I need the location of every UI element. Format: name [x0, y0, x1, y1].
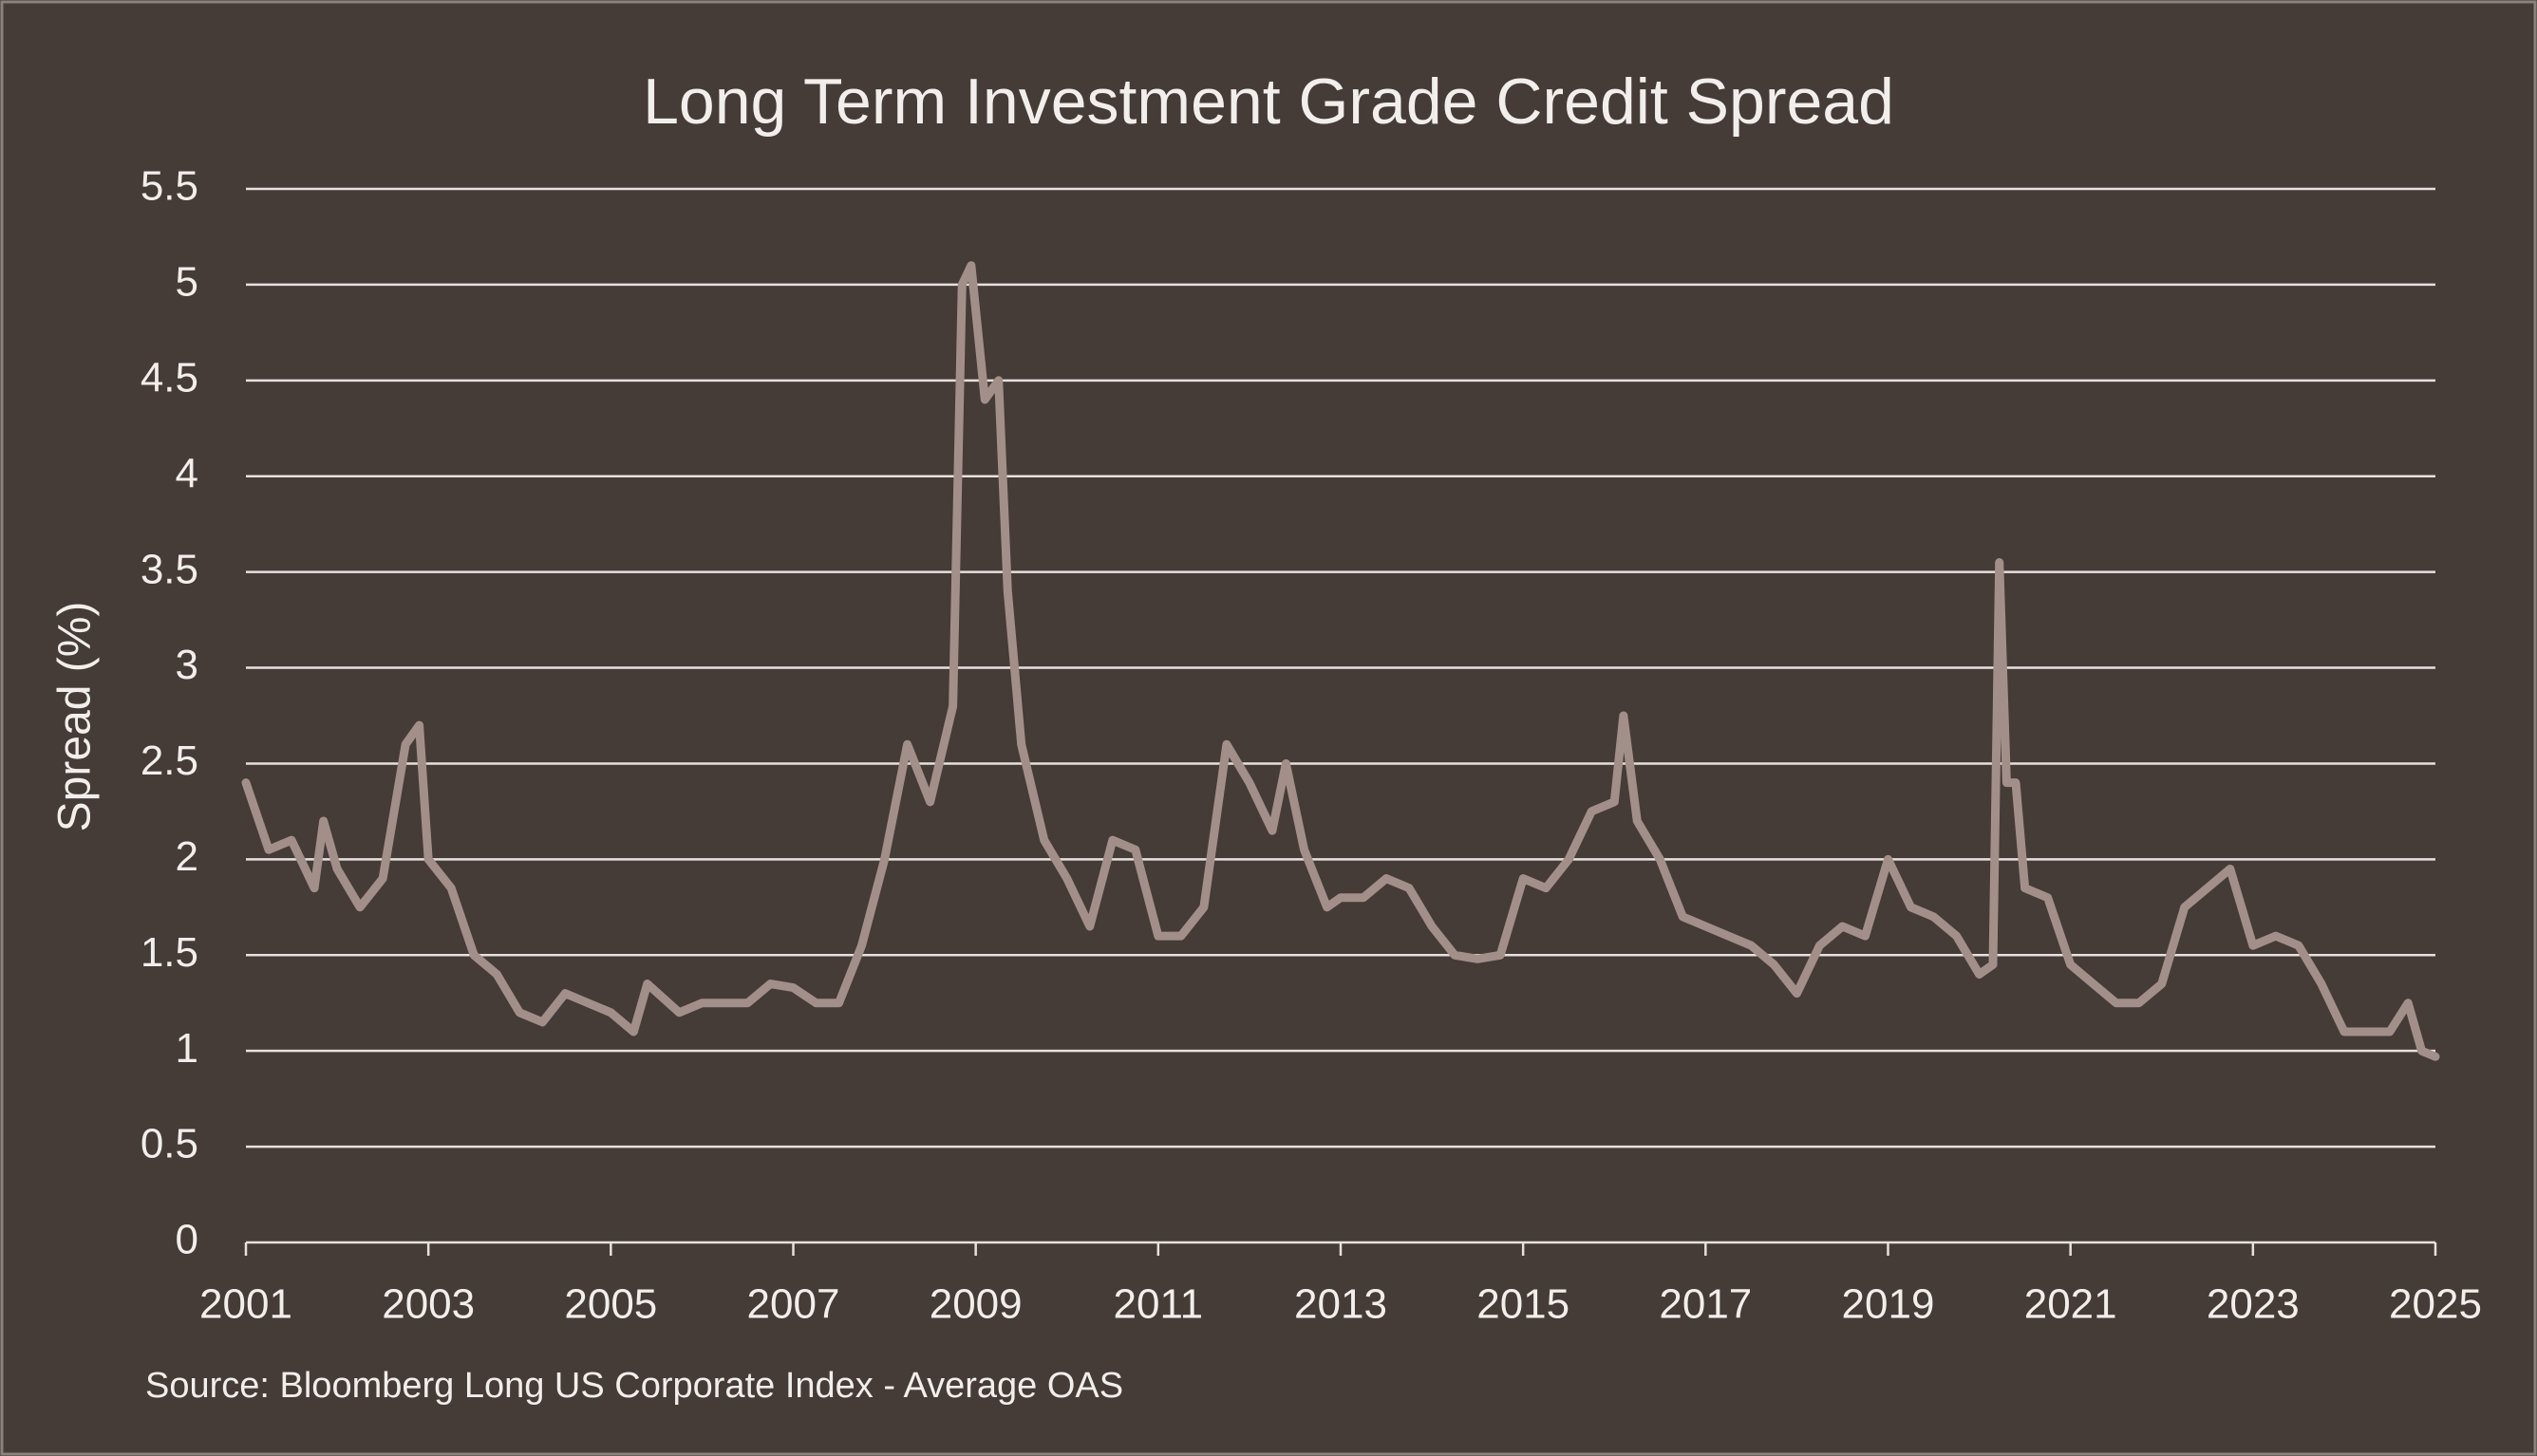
source-note: Source: Bloomberg Long US Corporate Inde…: [145, 1366, 1123, 1406]
x-tick-label: 2023: [2207, 1281, 2300, 1328]
x-tick-label: 2013: [1294, 1281, 1387, 1328]
y-tick-label: 0: [176, 1217, 198, 1263]
y-tick-label: 2: [176, 833, 198, 880]
y-axis-label: Spread (%): [50, 602, 101, 832]
chart-title: Long Term Investment Grade Credit Spread: [643, 65, 1894, 138]
y-tick-label: 3.5: [141, 546, 198, 592]
x-tick-label: 2005: [564, 1281, 657, 1328]
x-tick-label: 2007: [747, 1281, 840, 1328]
x-tick-label: 2019: [1842, 1281, 1935, 1328]
y-tick-label: 2.5: [141, 737, 198, 784]
x-tick-label: 2021: [2024, 1281, 2117, 1328]
data-line: [241, 261, 2440, 1061]
x-tick-label: 2025: [2389, 1281, 2482, 1328]
y-tick-label: 4: [176, 450, 198, 496]
y-tick-label: 3: [176, 642, 198, 688]
y-tick-label: 1: [176, 1025, 198, 1072]
y-tick-label: 1.5: [141, 929, 198, 976]
x-tick-label: 2009: [930, 1281, 1023, 1328]
x-tick-label: 2003: [382, 1281, 475, 1328]
y-tick-label: 5.5: [141, 163, 198, 210]
x-tick-label: 2015: [1476, 1281, 1569, 1328]
x-tick-label: 2017: [1659, 1281, 1752, 1328]
y-tick-label: 4.5: [141, 354, 198, 401]
y-tick-label: 0.5: [141, 1121, 198, 1167]
y-tick-label: 5: [176, 259, 198, 306]
x-tick-label: 2001: [199, 1281, 292, 1328]
x-tick-label: 2011: [1114, 1281, 1204, 1328]
